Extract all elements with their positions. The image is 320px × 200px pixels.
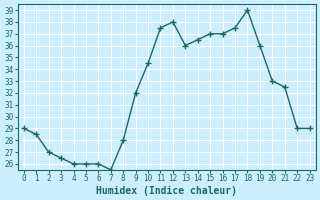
X-axis label: Humidex (Indice chaleur): Humidex (Indice chaleur) bbox=[96, 186, 237, 196]
